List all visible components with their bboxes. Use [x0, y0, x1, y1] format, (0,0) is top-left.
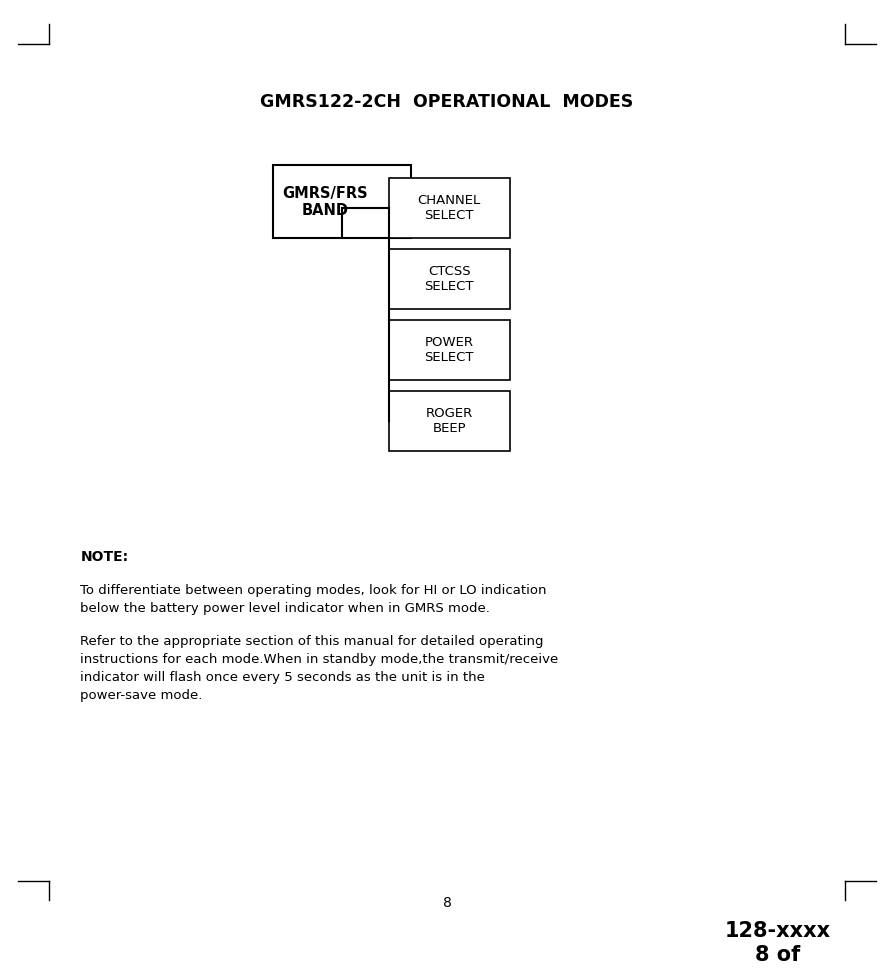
Text: To differentiate between operating modes, look for HI or LO indication
below the: To differentiate between operating modes…	[80, 584, 547, 615]
Text: 8: 8	[443, 896, 451, 910]
FancyBboxPatch shape	[389, 178, 510, 238]
FancyBboxPatch shape	[389, 320, 510, 380]
Text: 8 of: 8 of	[755, 946, 800, 965]
FancyBboxPatch shape	[389, 391, 510, 451]
Text: 128-xxxx: 128-xxxx	[725, 921, 831, 941]
Text: NOTE:: NOTE:	[80, 550, 129, 563]
Text: CHANNEL
SELECT: CHANNEL SELECT	[417, 195, 481, 222]
Text: ROGER
BEEP: ROGER BEEP	[426, 408, 473, 435]
FancyBboxPatch shape	[273, 165, 411, 238]
Text: Refer to the appropriate section of this manual for detailed operating
instructi: Refer to the appropriate section of this…	[80, 635, 559, 703]
Text: GMRS/FRS
BAND: GMRS/FRS BAND	[283, 186, 368, 218]
FancyBboxPatch shape	[389, 249, 510, 309]
Text: POWER
SELECT: POWER SELECT	[425, 337, 474, 364]
Text: CTCSS
SELECT: CTCSS SELECT	[425, 266, 474, 293]
Text: GMRS122-2CH  OPERATIONAL  MODES: GMRS122-2CH OPERATIONAL MODES	[260, 93, 634, 111]
